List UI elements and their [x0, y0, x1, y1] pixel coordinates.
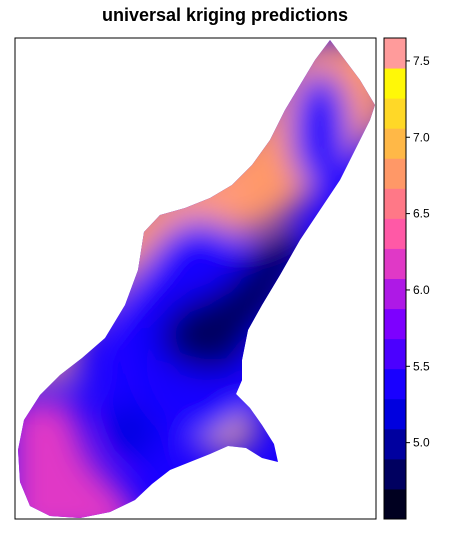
colorbar-segment: [384, 428, 406, 460]
plot-frame: [14, 37, 377, 520]
colorbar-tick-label: 7.5: [413, 54, 430, 68]
colorbar-tick-label: 5.5: [413, 359, 430, 373]
colorbar-ticks: 5.0 5.5 6.0 6.5 7.0 7.5: [406, 54, 430, 450]
zone-edge-southwest: [18, 400, 140, 518]
colorbar-tick-label: 5.0: [413, 436, 430, 450]
colorbar-segment: [384, 338, 406, 370]
colorbar-segment: [384, 488, 406, 520]
colorbar: [384, 38, 406, 520]
colorbar-segment: [384, 158, 406, 189]
colorbar-tick-label: 6.0: [413, 283, 430, 297]
colorbar-segment: [384, 188, 406, 219]
colorbar-segment: [384, 368, 406, 400]
zone-mid-upper: [290, 70, 350, 190]
zone-peak-upper-edge: [165, 178, 245, 222]
colorbar-segment: [384, 38, 406, 69]
colorbar-segment: [384, 458, 406, 490]
colorbar-segment: [384, 278, 406, 310]
colorbar-segment: [384, 68, 406, 99]
zone-low-lower-left: [102, 406, 154, 458]
colorbar-segment: [384, 248, 406, 279]
chart-title: universal kriging predictions: [101, 5, 349, 25]
colorbar-frame: [383, 37, 407, 520]
colorbar-segment: [384, 128, 406, 159]
colorbar-tick-label: 7.0: [413, 130, 430, 144]
zone-low-core: [160, 230, 305, 372]
colorbar-segment: [384, 218, 406, 249]
colorbar-segment: [384, 98, 406, 129]
colorbar-segment: [384, 398, 406, 430]
colorbar-segment: [384, 308, 406, 340]
colorbar-tick-label: 6.5: [413, 207, 430, 221]
